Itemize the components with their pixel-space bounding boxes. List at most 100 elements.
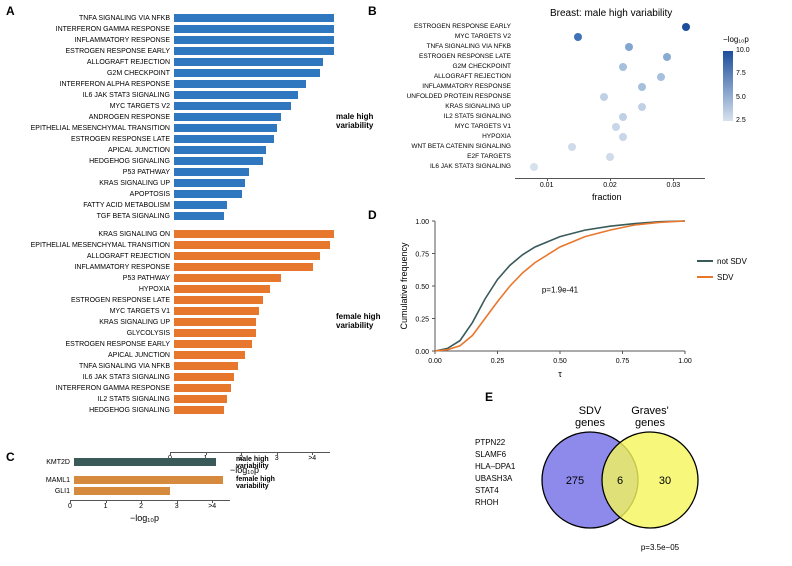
bar-row: ESTROGEN RESPONSE EARLY <box>20 46 350 56</box>
bar-row: MYC TARGETS V2 <box>20 101 350 111</box>
b-category: MYC TARGETS V2 <box>380 33 511 40</box>
bar-row: ESTROGEN RESPONSE LATE <box>20 295 350 305</box>
svg-text:SLAMF6: SLAMF6 <box>475 450 507 459</box>
bar-row: ANDROGEN RESPONSE <box>20 112 350 122</box>
svg-text:0.75: 0.75 <box>415 252 429 259</box>
svg-text:p=1.9e-41: p=1.9e-41 <box>542 286 579 295</box>
b-category: WNT BETA CATENIN SIGNALING <box>380 143 511 150</box>
bar-row: APOPTOSIS <box>20 189 350 199</box>
bar-row: EPITHELIAL MESENCHYMAL TRANSITION <box>20 123 350 133</box>
bar-row: APICAL JUNCTION <box>20 350 350 360</box>
bar-row: KRAS SIGNALING ON <box>20 229 350 239</box>
scatter-point <box>619 133 627 141</box>
scatter-point <box>619 113 627 121</box>
bar-row: IL2 STAT5 SIGNALING <box>20 394 350 404</box>
svg-text:0.25: 0.25 <box>491 358 505 365</box>
bar-row: TNFA SIGNALING VIA NFKB <box>20 361 350 371</box>
b-category: MYC TARGETS V1 <box>380 123 511 130</box>
scatter-point <box>663 53 671 61</box>
panel-a-label: A <box>6 4 15 18</box>
svg-text:0.00: 0.00 <box>415 349 429 356</box>
scatter-point <box>612 123 620 131</box>
svg-text:RHOH: RHOH <box>475 498 499 507</box>
bar-row: INTERFERON GAMMA RESPONSE <box>20 24 350 34</box>
panel-b-chart: Breast: male high variability ESTROGEN RE… <box>380 8 780 203</box>
scatter-point <box>625 43 633 51</box>
b-category: ESTROGEN RESPONSE EARLY <box>380 23 511 30</box>
bar-row: ALLOGRAFT REJECTION <box>20 251 350 261</box>
bar-row: GLI1 <box>20 486 350 496</box>
svg-text:6: 6 <box>617 475 623 487</box>
svg-text:genes: genes <box>575 417 605 429</box>
scatter-point <box>682 23 690 31</box>
bar-row: P53 PATHWAY <box>20 167 350 177</box>
bar-row: HYPOXIA <box>20 284 350 294</box>
panel-e-chart: SDVgenesGraves'genes275630PTPN22SLAMF6HL… <box>380 395 780 560</box>
bar-row: INTERFERON ALPHA RESPONSE <box>20 79 350 89</box>
svg-text:0.25: 0.25 <box>415 317 429 324</box>
panel-a-chart: TNFA SIGNALING VIA NFKB INTERFERON GAMMA… <box>20 12 350 442</box>
b-category: HYPOXIA <box>380 133 511 140</box>
b-category: E2F TARGETS <box>380 153 511 160</box>
svg-text:p=3.5e−05: p=3.5e−05 <box>641 543 680 552</box>
bar-row: G2M CHECKPOINT <box>20 68 350 78</box>
bar-row: IL6 JAK STAT3 SIGNALING <box>20 372 350 382</box>
bar-row: EPITHELIAL MESENCHYMAL TRANSITION <box>20 240 350 250</box>
bar-row: GLYCOLYSIS <box>20 328 350 338</box>
legend-title: −log₁₀p <box>723 35 749 44</box>
svg-text:PTPN22: PTPN22 <box>475 438 506 447</box>
bar-row: TNFA SIGNALING VIA NFKB <box>20 13 350 23</box>
bar-row: FATTY ACID METABOLISM <box>20 200 350 210</box>
svg-text:SDV: SDV <box>717 273 734 282</box>
svg-text:0.00: 0.00 <box>428 358 442 365</box>
svg-text:SDV: SDV <box>579 405 602 417</box>
bar-row: MYC TARGETS V1 <box>20 306 350 316</box>
bar-row: IL6 JAK STAT3 SIGNALING <box>20 90 350 100</box>
bar-row: KMT2D <box>20 457 350 467</box>
svg-text:Graves': Graves' <box>631 405 669 417</box>
scatter-point <box>657 73 665 81</box>
svg-text:1.00: 1.00 <box>678 358 692 365</box>
bar-row: TGF BETA SIGNALING <box>20 211 350 221</box>
scatter-point <box>606 153 614 161</box>
colorbar <box>723 51 733 121</box>
panel-b-title: Breast: male high variability <box>550 8 672 19</box>
svg-text:30: 30 <box>659 475 671 487</box>
b-category: UNFOLDED PROTEIN RESPONSE <box>380 93 511 100</box>
panel-d-chart: 0.00 0.25 0.50 0.75 1.00 0.00 0.25 0.50 0.75 1.00… <box>395 215 785 385</box>
bar-row: P53 PATHWAY <box>20 273 350 283</box>
bar-row: ESTROGEN RESPONSE LATE <box>20 134 350 144</box>
svg-text:0.75: 0.75 <box>616 358 630 365</box>
bar-row: HEDGEHOG SIGNALING <box>20 156 350 166</box>
bar-row: KRAS SIGNALING UP <box>20 178 350 188</box>
bar-row: MAML1 <box>20 475 350 485</box>
svg-text:STAT4: STAT4 <box>475 486 499 495</box>
b-category: ALLOGRAFT REJECTION <box>380 73 511 80</box>
b-category: KRAS SIGNALING UP <box>380 103 511 110</box>
scatter-point <box>530 163 538 171</box>
bar-row: KRAS SIGNALING UP <box>20 317 350 327</box>
scatter-point <box>600 93 608 101</box>
b-category: IL2 STAT5 SIGNALING <box>380 113 511 120</box>
svg-text:not SDV: not SDV <box>717 257 747 266</box>
bar-row: INFLAMMATORY RESPONSE <box>20 35 350 45</box>
b-category: IL6 JAK STAT3 SIGNALING <box>380 163 511 170</box>
svg-text:τ: τ <box>558 369 562 379</box>
scatter-point <box>574 33 582 41</box>
scatter-point <box>619 63 627 71</box>
scatter-point <box>638 103 646 111</box>
svg-text:HLA–DPA1: HLA–DPA1 <box>475 462 516 471</box>
panel-c-chart: KMT2D male high variability MAML1 GLI1 f… <box>20 456 350 556</box>
panel-d-label: D <box>368 208 377 222</box>
bar-row: ALLOGRAFT REJECTION <box>20 57 350 67</box>
svg-text:1.00: 1.00 <box>415 219 429 226</box>
svg-text:0.50: 0.50 <box>553 358 567 365</box>
b-category: TNFA SIGNALING VIA NFKB <box>380 43 511 50</box>
scatter-point <box>568 143 576 151</box>
bar-row: HEDGEHOG SIGNALING <box>20 405 350 415</box>
bar-row: APICAL JUNCTION <box>20 145 350 155</box>
svg-text:0.50: 0.50 <box>415 284 429 291</box>
b-category: INFLAMMATORY RESPONSE <box>380 83 511 90</box>
svg-text:UBASH3A: UBASH3A <box>475 474 513 483</box>
scatter-point <box>638 83 646 91</box>
